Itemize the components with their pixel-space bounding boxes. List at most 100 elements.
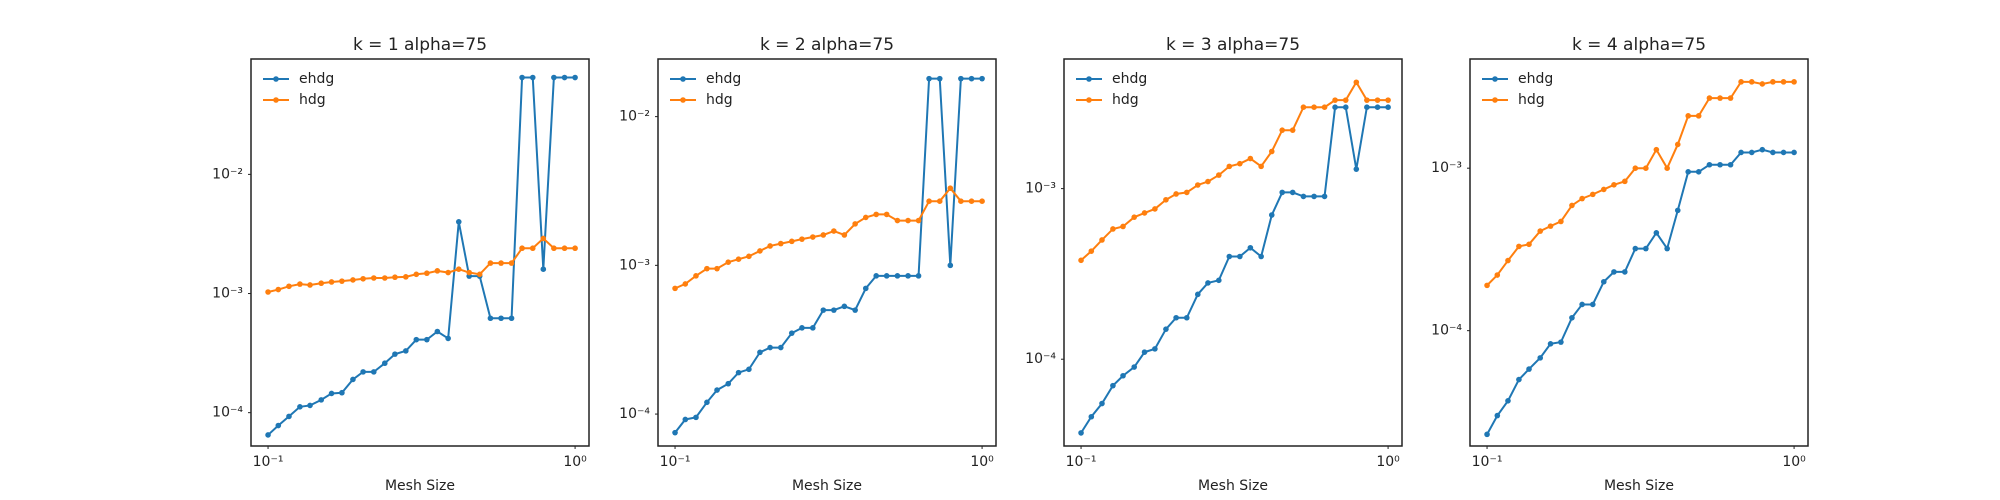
data-point [529, 74, 536, 81]
series-line [1486, 148, 1795, 435]
y-tick-label: 10⁻² [212, 166, 243, 182]
data-point [1611, 182, 1617, 188]
data-point [1706, 95, 1713, 101]
subplot: k = 1 alpha=75 Mesh Size 10⁻⁴ 10⁻³ 10⁻² 10⁻¹ 1… [212, 35, 590, 494]
data-point [1268, 148, 1275, 155]
data-point [1579, 195, 1585, 202]
data-point [455, 266, 462, 273]
legend-marker [1086, 76, 1092, 82]
data-point [1332, 104, 1338, 111]
data-point [1780, 149, 1787, 156]
data-point [1163, 196, 1169, 203]
data-point [1205, 280, 1211, 286]
data-point [1600, 278, 1607, 285]
data-point [275, 286, 282, 293]
data-point [1717, 161, 1723, 168]
data-point [339, 278, 345, 284]
data-point [777, 240, 784, 247]
data-point [1738, 149, 1744, 156]
x-tick-label: 10⁰ [1782, 454, 1806, 470]
data-point [1183, 314, 1190, 321]
data-point [693, 414, 699, 421]
data-point [968, 75, 975, 82]
data-point [926, 75, 932, 82]
data-point [307, 282, 313, 288]
data-point [286, 283, 292, 290]
data-point [1780, 79, 1787, 85]
data-point [968, 198, 975, 204]
data-point [862, 214, 869, 221]
data-point [1516, 376, 1522, 383]
data-point [1374, 104, 1381, 111]
data-point [519, 245, 525, 252]
data-point [1258, 253, 1264, 260]
data-point [672, 429, 678, 436]
data-point [498, 260, 504, 266]
data-point [958, 198, 964, 204]
data-point [1674, 141, 1681, 148]
data-point [1205, 178, 1211, 185]
data-point [1579, 301, 1585, 308]
series-line [1486, 80, 1795, 287]
data-point [360, 369, 366, 375]
data-point [1664, 165, 1670, 171]
data-point [905, 273, 911, 279]
data-point [746, 366, 752, 373]
data-point [424, 270, 430, 277]
legend-label: hdg [706, 92, 733, 108]
legend-marker [1492, 76, 1498, 82]
data-point [519, 74, 525, 81]
data-point [725, 380, 732, 387]
data-point [403, 348, 409, 354]
data-point [1300, 193, 1307, 200]
data-point [799, 325, 805, 331]
data-point [1653, 230, 1660, 236]
data-point [905, 217, 911, 224]
x-axis-label: Mesh Size [1604, 478, 1674, 494]
data-point [1173, 314, 1179, 321]
data-point [1311, 104, 1317, 111]
data-point [328, 390, 335, 397]
data-point [1770, 149, 1776, 156]
data-point [1300, 104, 1307, 111]
data-point [1385, 104, 1391, 111]
x-tick-label: 10⁻¹ [253, 454, 284, 470]
data-point [339, 389, 345, 396]
data-point [1088, 413, 1095, 420]
data-point [265, 432, 271, 438]
data-point [508, 315, 515, 322]
data-point [735, 369, 742, 376]
data-point [540, 235, 547, 242]
data-point [1505, 398, 1511, 404]
series-line [1080, 80, 1389, 262]
data-point [873, 211, 879, 218]
data-point [434, 328, 441, 335]
data-point [1120, 223, 1126, 230]
data-point [820, 232, 827, 238]
data-point [1685, 169, 1691, 175]
data-point [1748, 149, 1755, 156]
data-point [757, 349, 763, 356]
x-tick-label: 10⁻¹ [1472, 454, 1503, 470]
data-point [466, 269, 472, 276]
data-point [1484, 431, 1490, 438]
data-point [799, 236, 805, 242]
data-point [1279, 127, 1285, 133]
x-axis-label: Mesh Size [1198, 478, 1268, 494]
data-point [392, 274, 398, 281]
y-tick-label: 10⁻⁴ [1431, 323, 1462, 339]
data-point [958, 75, 964, 82]
data-point [508, 260, 515, 266]
data-point [767, 243, 773, 249]
data-point [1717, 95, 1723, 101]
data-point [370, 369, 377, 375]
data-point [1664, 245, 1670, 252]
x-axis-label: Mesh Size [792, 478, 862, 494]
data-point [1759, 146, 1766, 153]
data-point [529, 245, 536, 252]
data-point [1152, 346, 1158, 352]
data-point [1194, 182, 1201, 188]
data-point [1374, 97, 1381, 103]
data-point [873, 273, 879, 279]
data-point [820, 307, 827, 313]
